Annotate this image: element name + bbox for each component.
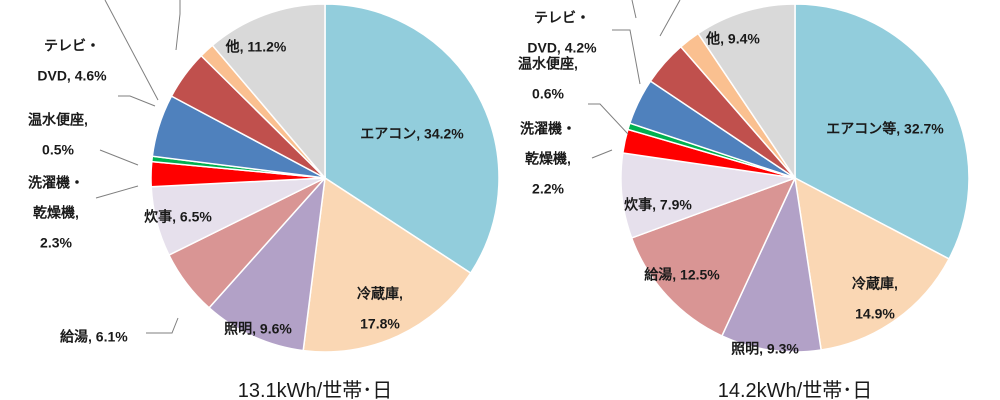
slice-label: 炊事, 7.9% — [624, 197, 692, 213]
leader-line — [588, 103, 629, 135]
slice-label: テレビ・ — [534, 10, 590, 26]
total-label-left: 13.1kWh/世帯･日 — [238, 379, 392, 400]
slice-label: 他, 11.2% — [225, 39, 287, 55]
slice-label: 他, 9.4% — [705, 31, 760, 47]
pie-slice-給湯 — [630, 176, 797, 337]
slice-label: エアコン等, 32.7% — [826, 121, 944, 137]
slice-label: 乾燥機, — [525, 151, 571, 167]
slice-label: 洗濯機・ — [520, 121, 576, 137]
leader-line — [612, 29, 641, 85]
slice-label: DVD, 4.6% — [37, 68, 107, 84]
leader-line — [104, 0, 159, 101]
pie-slice-エアコン等 — [794, 3, 970, 260]
pie-slice-照明 — [208, 175, 327, 352]
pie-slice-他 — [211, 3, 326, 181]
leader-line — [631, 0, 637, 19]
leader-line — [99, 149, 139, 166]
slice-label: 給湯, 6.1% — [60, 329, 128, 345]
slice-label: 14.9% — [855, 306, 895, 322]
slice-label: 0.5% — [42, 142, 74, 158]
slice-label: 乾燥機, — [33, 205, 79, 221]
slice-label: 0.6% — [532, 86, 564, 102]
pie-slice-照明 — [720, 175, 822, 353]
leader-line — [146, 317, 179, 334]
pie-chart-right: エアコン等, 32.7% 冷蔵庫, 14.9% 照明, 9.3% 給湯, 12.5% 炊事… — [518, 0, 970, 357]
slice-label: 洗濯機・ — [28, 175, 84, 191]
pie-slice-冷蔵庫 — [302, 176, 472, 353]
pie-slice-他 — [697, 3, 796, 181]
slice-label: 2.3% — [40, 235, 72, 251]
leader-line — [95, 185, 139, 199]
slice-label: 温水便座, — [28, 112, 88, 128]
slice-label: DVD, 4.2% — [527, 40, 597, 56]
slice-label: 冷蔵庫, — [852, 276, 898, 292]
slice-label: 照明, 9.6% — [224, 321, 292, 337]
slice-label: 温水便座, — [518, 56, 578, 72]
slice-label: 炊事, 6.5% — [144, 209, 212, 225]
leader-line — [591, 149, 613, 159]
total-label-right: 14.2kWh/世帯･日 — [718, 379, 872, 400]
slice-label: エアコン, 34.2% — [360, 126, 464, 142]
slice-label: 2.2% — [532, 181, 564, 197]
leader-line — [118, 95, 156, 107]
slice-label: 給湯, 12.5% — [644, 267, 720, 283]
pie-chart-left: エアコン, 34.2% 冷蔵庫, 17.8% 照明, 9.6% 給湯, 6.1% 炊事, … — [28, 0, 500, 353]
pie-slice-冷蔵庫 — [794, 176, 951, 351]
leader-line — [175, 0, 181, 51]
slice-label: 17.8% — [360, 316, 400, 332]
slice-label: 照明, 9.3% — [731, 341, 799, 357]
leader-line — [659, 0, 681, 37]
slice-label: テレビ・ — [44, 38, 100, 54]
slice-label: 冷蔵庫, — [357, 286, 403, 302]
